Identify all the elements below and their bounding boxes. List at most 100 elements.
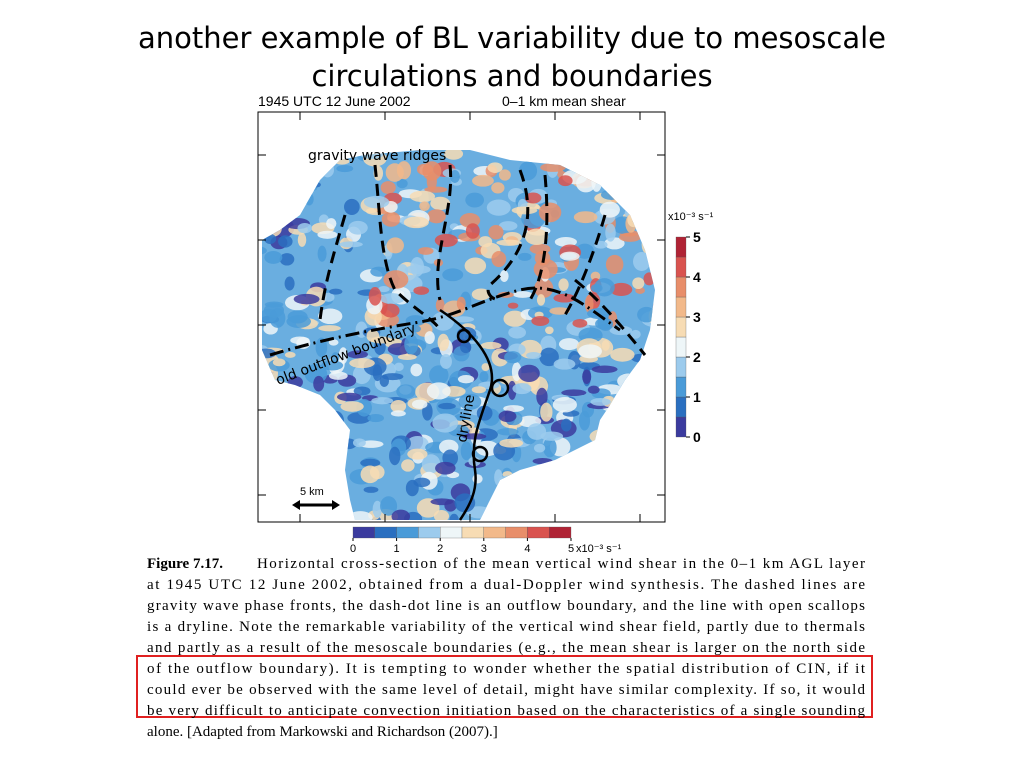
field-blob [353, 386, 371, 396]
field-blob [616, 164, 634, 179]
colorbar-swatch [352, 526, 375, 539]
field-blob [626, 151, 648, 164]
field-blob [381, 303, 400, 318]
field-blob [307, 506, 321, 520]
field-blob [553, 488, 566, 508]
field-blob [457, 375, 475, 384]
field-blob [619, 461, 641, 472]
field-blob [435, 298, 445, 313]
field-blob [413, 286, 430, 295]
field-blob [584, 443, 608, 455]
colorbar-tick-label: 2 [437, 543, 443, 555]
field-blob [432, 413, 459, 433]
field-blob [640, 172, 655, 185]
field-blob [649, 168, 655, 181]
field-blob [605, 443, 617, 458]
field-blob [587, 479, 596, 497]
field-blob [267, 387, 277, 401]
field-blob [514, 492, 523, 499]
field-blob [496, 428, 519, 436]
field-blob [410, 256, 425, 277]
field-blob [439, 354, 452, 369]
field-blob [553, 293, 576, 303]
figure-header: 1945 UTC 12 June 2002 [258, 93, 411, 109]
colorbar-swatch [483, 526, 506, 539]
field-blob [442, 268, 464, 282]
field-blob [479, 371, 489, 383]
field-blob [572, 318, 588, 328]
field-blob [532, 457, 553, 465]
field-blob [623, 187, 638, 195]
field-blob [622, 410, 643, 429]
field-blob [534, 479, 548, 491]
field-blob [321, 360, 344, 371]
caption-label: Figure 7.17. [147, 556, 223, 572]
field-blob [262, 197, 283, 215]
field-blob [645, 501, 655, 519]
colorbar-tick-label: 0 [693, 429, 701, 445]
field-blob [429, 365, 449, 385]
field-blob [391, 509, 411, 520]
field-blob [318, 308, 343, 325]
field-blob [513, 482, 523, 502]
field-blob [331, 352, 340, 363]
field-blob [274, 411, 295, 424]
field-blob [499, 438, 524, 448]
shear-field [262, 135, 671, 525]
field-blob [533, 258, 558, 279]
field-blob [264, 220, 282, 237]
field-blob [637, 210, 655, 230]
field-blob [608, 184, 625, 203]
field-blob [383, 270, 409, 289]
field-blob [407, 448, 428, 460]
field-blob [480, 341, 502, 350]
field-blob [329, 288, 343, 295]
field-blob [610, 347, 635, 362]
field-blob [378, 286, 390, 293]
field-blob [314, 454, 335, 472]
field-blob [562, 138, 587, 144]
field-blob [645, 191, 655, 207]
field-blob [636, 156, 655, 164]
field-blob [326, 218, 337, 230]
field-blob [526, 351, 542, 360]
field-blob [381, 211, 401, 227]
field-blob [449, 513, 459, 520]
field-blob [643, 351, 655, 361]
field-blob [540, 163, 566, 172]
field-blob [306, 394, 316, 402]
dryline [439, 308, 510, 521]
field-blob [498, 169, 511, 181]
field-blob [267, 202, 286, 219]
field-blob [641, 235, 651, 254]
field-blob [498, 475, 522, 485]
field-blob [580, 482, 594, 492]
field-blob [629, 441, 640, 456]
field-blob [496, 239, 522, 246]
field-blob [460, 441, 473, 461]
field-blob [629, 135, 639, 147]
field-blob [591, 171, 602, 192]
field-blob [566, 150, 577, 158]
field-blob [487, 162, 503, 173]
field-blob [632, 277, 645, 290]
field-blob [497, 487, 521, 506]
field-blob [542, 437, 557, 458]
field-blob [637, 306, 655, 323]
field-blob [621, 388, 643, 408]
field-blob [430, 196, 451, 211]
field-blob [363, 486, 379, 493]
field-blob [614, 150, 624, 154]
field-blob [560, 418, 572, 432]
field-blob [647, 404, 655, 413]
field-blob [491, 182, 505, 194]
field-blob [660, 513, 671, 525]
field-blob [285, 158, 304, 167]
field-blob [312, 444, 328, 463]
field-blob [326, 410, 345, 431]
field-blob [368, 286, 382, 306]
field-blob [452, 316, 475, 323]
field-blob [380, 293, 405, 305]
field-blob [599, 201, 620, 218]
colorbar-tick-label: 4 [524, 543, 530, 555]
